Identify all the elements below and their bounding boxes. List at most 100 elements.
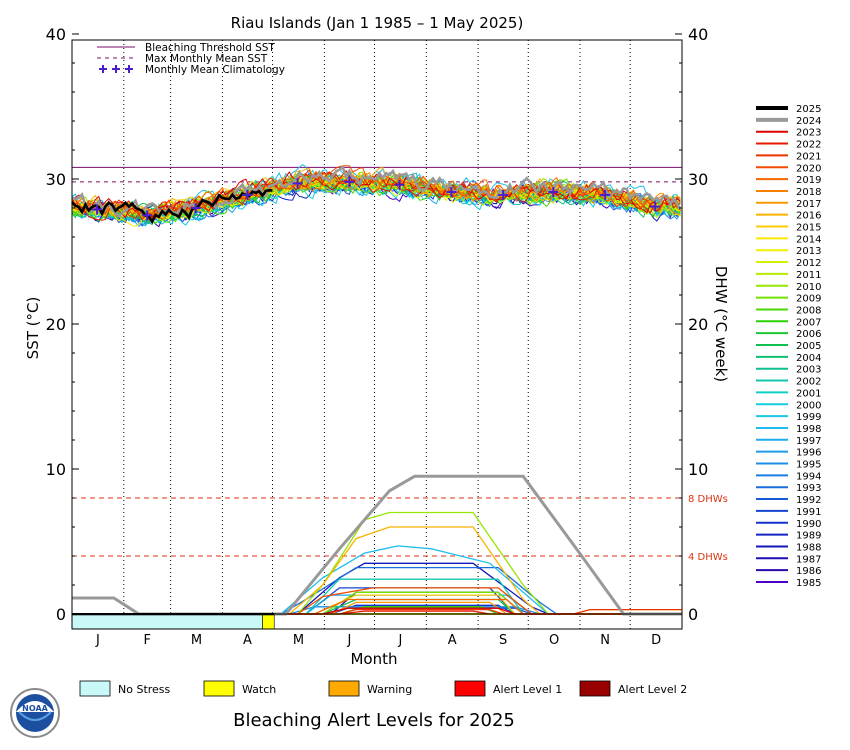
legend-threshold-label: Bleaching Threshold SST (145, 42, 275, 54)
month-tick-label: M (191, 633, 202, 648)
alert-legend-label: Watch (242, 683, 276, 696)
sst-series (71, 163, 682, 228)
year-legend-label: 1988 (796, 542, 821, 553)
top-legend: Bleaching Threshold SST Max Monthly Mean… (97, 42, 285, 76)
climatology-marker (394, 179, 405, 190)
year-legend-label: 2015 (796, 223, 821, 234)
y-tick-label-right: 30 (688, 170, 708, 189)
dhw-series (72, 474, 682, 616)
year-legend-label: 2005 (796, 341, 821, 352)
climatology-marker (446, 187, 457, 198)
alert-legend-swatch (328, 680, 360, 697)
month-tick-label: N (600, 633, 610, 648)
climatology-marker (190, 203, 201, 213)
sst-line-2025 (71, 188, 273, 224)
year-legend-label: 1995 (796, 460, 821, 471)
y-tick-label-left: 30 (46, 170, 66, 189)
month-tick-label: M (293, 633, 304, 648)
sst-line-2023 (71, 171, 681, 219)
climatology-marker (292, 178, 303, 189)
year-legend-label: 2007 (796, 317, 821, 328)
y-tick-label-right: 10 (688, 460, 708, 479)
reference-lines: 8 DHWs 4 DHWs (72, 166, 728, 563)
alert-legend-swatch (579, 680, 611, 697)
climatology-marker (600, 189, 611, 200)
alert-bar (71, 614, 275, 630)
axes: 0 0 10 10 20 20 30 30 40 40 J F M A M J J A S O N D (46, 25, 709, 648)
year-legend-label: 1997 (796, 436, 821, 447)
year-legend-label: 1998 (796, 424, 821, 435)
alert-legend-label: Warning (367, 683, 412, 696)
climatology-marker (344, 176, 355, 187)
dhw-line-2010 (72, 511, 682, 615)
alert-legend-swatch (79, 680, 111, 697)
noaa-logo-text: NOAA (22, 704, 48, 713)
year-legend-label: 2023 (796, 128, 821, 139)
climatology-marker (242, 189, 253, 200)
alert-legend-swatch (454, 680, 486, 697)
alert-legend-label: Alert Level 2 (618, 683, 687, 696)
month-tick-label: J (95, 633, 100, 648)
year-legend-label: 2018 (796, 187, 821, 198)
year-legend-label: 2022 (796, 140, 821, 151)
y-tick-label-left: 40 (46, 25, 66, 44)
y-tick-label-right: 20 (688, 315, 708, 334)
year-legend-label: 2010 (796, 282, 821, 293)
climatology-marker (142, 210, 153, 221)
y-tick-label-left: 0 (56, 605, 66, 624)
year-legend-label: 2009 (796, 294, 821, 305)
alert-legend-label: No Stress (118, 683, 171, 696)
month-tick-label: S (499, 633, 507, 648)
year-legend-label: 2024 (796, 116, 821, 127)
year-legend-label: 2001 (796, 388, 821, 399)
alert-segment (71, 614, 263, 630)
year-legend-label: 2019 (796, 175, 821, 186)
month-tick-label: A (448, 633, 457, 648)
year-legend-label: 2021 (796, 151, 821, 162)
year-legend-label: 1990 (796, 519, 821, 530)
month-tick-label: O (549, 633, 559, 648)
climatology-marker (548, 187, 559, 198)
year-legend-label: 2025 (796, 104, 821, 115)
alert-segment (262, 614, 275, 630)
month-tick-label: J (347, 633, 352, 648)
year-legend-label: 1989 (796, 531, 821, 542)
year-legend-label: 1991 (796, 507, 821, 518)
dhw-ref-label: 8 DHWs (688, 494, 728, 505)
climatology-markers (92, 176, 661, 221)
y-tick-label-left: 10 (46, 460, 66, 479)
y-tick-label-right: 40 (688, 25, 708, 44)
dhw-line-1988 (72, 562, 682, 615)
year-legend-label: 2011 (796, 270, 821, 281)
month-tick-label: F (143, 633, 150, 648)
year-legend-label: 1999 (796, 412, 821, 423)
year-legend-label: 2004 (796, 353, 821, 364)
year-legend-label: 2016 (796, 211, 821, 222)
dhw-line-2024 (72, 474, 682, 616)
plot-frame (71, 39, 683, 630)
dhw-line-1993 (72, 566, 682, 615)
year-legend-label: 2013 (796, 246, 821, 257)
y-tick-label-right: 0 (688, 605, 698, 624)
alert-legend-title: Bleaching Alert Levels for 2025 (233, 710, 515, 731)
year-legend-label: 1986 (796, 566, 821, 577)
year-legend-label: 1992 (796, 495, 821, 506)
x-axis-label: Month (350, 650, 397, 668)
climatology-marker (650, 201, 661, 212)
noaa-logo: NOAA (10, 688, 60, 738)
chart-title: Riau Islands (Jan 1 1985 – 1 May 2025) (231, 14, 524, 32)
month-grid (123, 40, 631, 629)
dhw-line-2016 (72, 526, 682, 615)
climatology-marker (92, 204, 103, 215)
legend-mmm-label: Max Monthly Mean SST (145, 53, 268, 65)
year-legend-label: 2014 (796, 234, 821, 245)
alert-legend: No Stress Watch Warning Alert Level 1 Alert … (79, 680, 687, 697)
dhw-ref-label: 4 DHWs (688, 552, 728, 563)
sst-line-2024 (71, 164, 682, 218)
month-tick-label: A (243, 633, 252, 648)
year-legend-label: 2000 (796, 400, 821, 411)
y-axis-left-label: SST (°C) (24, 297, 42, 360)
year-legend-label: 2008 (796, 305, 821, 316)
year-legend-label: 1994 (796, 471, 821, 482)
